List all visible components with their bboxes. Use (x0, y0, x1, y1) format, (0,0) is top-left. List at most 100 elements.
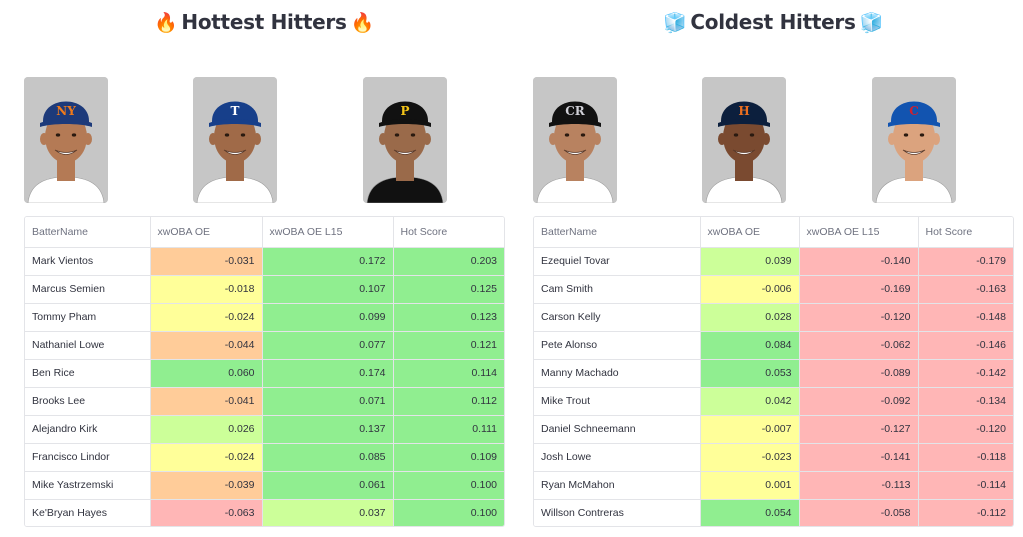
xwoba-oe-l15-cell[interactable]: -0.169 (799, 275, 919, 304)
xwoba-oe-cell[interactable]: 0.054 (700, 499, 800, 526)
xwoba-oe-l15-cell[interactable]: 0.037 (262, 499, 394, 526)
hot-score-cell[interactable]: 0.123 (393, 303, 504, 332)
xwoba-oe-cell[interactable]: -0.039 (150, 471, 263, 500)
xwoba-oe-l15-cell[interactable]: -0.113 (799, 471, 919, 500)
xwoba-oe-cell[interactable]: -0.031 (150, 247, 263, 276)
table-row[interactable]: Carson Kelly 0.028 -0.120 -0.148 (534, 303, 1013, 332)
table-row[interactable]: Mark Vientos -0.031 0.172 0.203 (25, 247, 504, 276)
batter-name-cell[interactable]: Ryan McMahon (534, 471, 701, 500)
xwoba-oe-cell[interactable]: -0.024 (150, 443, 263, 472)
table-row[interactable]: Ezequiel Tovar 0.039 -0.140 -0.179 (534, 247, 1013, 276)
batter-name-cell[interactable]: Marcus Semien (25, 275, 151, 304)
xwoba-oe-l15-cell[interactable]: 0.137 (262, 415, 394, 444)
table-row[interactable]: Ben Rice 0.060 0.174 0.114 (25, 359, 504, 388)
batter-name-cell[interactable]: Alejandro Kirk (25, 415, 151, 444)
xwoba-oe-cell[interactable]: -0.024 (150, 303, 263, 332)
hot-score-cell[interactable]: -0.120 (918, 415, 1013, 444)
hot-score-cell[interactable]: 0.112 (393, 387, 504, 416)
xwoba-oe-cell[interactable]: -0.023 (700, 443, 800, 472)
xwoba-oe-cell[interactable]: -0.041 (150, 387, 263, 416)
xwoba-oe-l15-cell[interactable]: -0.140 (799, 247, 919, 276)
table-row[interactable]: Mike Trout 0.042 -0.092 -0.134 (534, 387, 1013, 416)
table-row[interactable]: Ryan McMahon 0.001 -0.113 -0.114 (534, 471, 1013, 500)
table-row[interactable]: Pete Alonso 0.084 -0.062 -0.146 (534, 331, 1013, 360)
table-row[interactable]: Willson Contreras 0.054 -0.058 -0.112 (534, 499, 1013, 526)
xwoba-oe-cell[interactable]: 0.028 (700, 303, 800, 332)
xwoba-oe-l15-cell[interactable]: -0.127 (799, 415, 919, 444)
table-row[interactable]: Brooks Lee -0.041 0.071 0.112 (25, 387, 504, 416)
hot-score-cell[interactable]: 0.125 (393, 275, 504, 304)
xwoba-oe-l15-cell[interactable]: -0.089 (799, 359, 919, 388)
column-header[interactable]: xwOBA OE L15 (262, 217, 394, 248)
batter-name-cell[interactable]: Mike Trout (534, 387, 701, 416)
table-row[interactable]: Marcus Semien -0.018 0.107 0.125 (25, 275, 504, 304)
xwoba-oe-cell[interactable]: -0.063 (150, 499, 263, 526)
batter-name-cell[interactable]: Cam Smith (534, 275, 701, 304)
column-header[interactable]: BatterName (25, 217, 151, 248)
xwoba-oe-cell[interactable]: 0.039 (700, 247, 800, 276)
batter-name-cell[interactable]: Carson Kelly (534, 303, 701, 332)
hot-score-cell[interactable]: 0.114 (393, 359, 504, 388)
batter-name-cell[interactable]: Ke'Bryan Hayes (25, 499, 151, 526)
batter-name-cell[interactable]: Tommy Pham (25, 303, 151, 332)
batter-name-cell[interactable]: Daniel Schneemann (534, 415, 701, 444)
xwoba-oe-l15-cell[interactable]: 0.061 (262, 471, 394, 500)
table-row[interactable]: Ke'Bryan Hayes -0.063 0.037 0.100 (25, 499, 504, 526)
batter-name-cell[interactable]: Ezequiel Tovar (534, 247, 701, 276)
coldest-hitters-table[interactable]: BatterName xwOBA OE xwOBA OE L15 Hot Sco… (533, 216, 1014, 527)
hot-score-cell[interactable]: 0.109 (393, 443, 504, 472)
column-header[interactable]: BatterName (534, 217, 701, 248)
hot-score-cell[interactable]: -0.146 (918, 331, 1013, 360)
hot-score-cell[interactable]: 0.111 (393, 415, 504, 444)
column-header[interactable]: xwOBA OE (700, 217, 800, 248)
xwoba-oe-cell[interactable]: 0.060 (150, 359, 263, 388)
batter-name-cell[interactable]: Willson Contreras (534, 499, 701, 526)
xwoba-oe-cell[interactable]: -0.044 (150, 331, 263, 360)
table-row[interactable]: Francisco Lindor -0.024 0.085 0.109 (25, 443, 504, 472)
table-row[interactable]: Manny Machado 0.053 -0.089 -0.142 (534, 359, 1013, 388)
column-header[interactable]: xwOBA OE (150, 217, 263, 248)
xwoba-oe-l15-cell[interactable]: 0.071 (262, 387, 394, 416)
xwoba-oe-l15-cell[interactable]: 0.172 (262, 247, 394, 276)
xwoba-oe-cell[interactable]: 0.084 (700, 331, 800, 360)
table-row[interactable]: Cam Smith -0.006 -0.169 -0.163 (534, 275, 1013, 304)
xwoba-oe-l15-cell[interactable]: -0.058 (799, 499, 919, 526)
table-row[interactable]: Mike Yastrzemski -0.039 0.061 0.100 (25, 471, 504, 500)
xwoba-oe-l15-cell[interactable]: -0.092 (799, 387, 919, 416)
xwoba-oe-cell[interactable]: -0.018 (150, 275, 263, 304)
batter-name-cell[interactable]: Josh Lowe (534, 443, 701, 472)
column-header[interactable]: Hot Score (393, 217, 504, 248)
xwoba-oe-l15-cell[interactable]: 0.107 (262, 275, 394, 304)
xwoba-oe-cell[interactable]: 0.042 (700, 387, 800, 416)
hot-score-cell[interactable]: -0.179 (918, 247, 1013, 276)
batter-name-cell[interactable]: Mark Vientos (25, 247, 151, 276)
xwoba-oe-l15-cell[interactable]: 0.077 (262, 331, 394, 360)
hot-score-cell[interactable]: -0.118 (918, 443, 1013, 472)
table-row[interactable]: Alejandro Kirk 0.026 0.137 0.111 (25, 415, 504, 444)
batter-name-cell[interactable]: Francisco Lindor (25, 443, 151, 472)
column-header[interactable]: xwOBA OE L15 (799, 217, 919, 248)
batter-name-cell[interactable]: Manny Machado (534, 359, 701, 388)
hottest-hitters-table[interactable]: BatterName xwOBA OE xwOBA OE L15 Hot Sco… (24, 216, 505, 527)
table-row[interactable]: Nathaniel Lowe -0.044 0.077 0.121 (25, 331, 504, 360)
xwoba-oe-cell[interactable]: 0.026 (150, 415, 263, 444)
xwoba-oe-l15-cell[interactable]: 0.099 (262, 303, 394, 332)
xwoba-oe-l15-cell[interactable]: 0.085 (262, 443, 394, 472)
xwoba-oe-cell[interactable]: -0.007 (700, 415, 800, 444)
xwoba-oe-l15-cell[interactable]: -0.120 (799, 303, 919, 332)
batter-name-cell[interactable]: Ben Rice (25, 359, 151, 388)
batter-name-cell[interactable]: Pete Alonso (534, 331, 701, 360)
hot-score-cell[interactable]: 0.100 (393, 499, 504, 526)
batter-name-cell[interactable]: Nathaniel Lowe (25, 331, 151, 360)
hot-score-cell[interactable]: -0.163 (918, 275, 1013, 304)
table-row[interactable]: Josh Lowe -0.023 -0.141 -0.118 (534, 443, 1013, 472)
hot-score-cell[interactable]: 0.100 (393, 471, 504, 500)
hot-score-cell[interactable]: 0.203 (393, 247, 504, 276)
xwoba-oe-cell[interactable]: 0.053 (700, 359, 800, 388)
xwoba-oe-cell[interactable]: -0.006 (700, 275, 800, 304)
batter-name-cell[interactable]: Brooks Lee (25, 387, 151, 416)
xwoba-oe-l15-cell[interactable]: -0.141 (799, 443, 919, 472)
hot-score-cell[interactable]: -0.148 (918, 303, 1013, 332)
hot-score-cell[interactable]: -0.142 (918, 359, 1013, 388)
batter-name-cell[interactable]: Mike Yastrzemski (25, 471, 151, 500)
